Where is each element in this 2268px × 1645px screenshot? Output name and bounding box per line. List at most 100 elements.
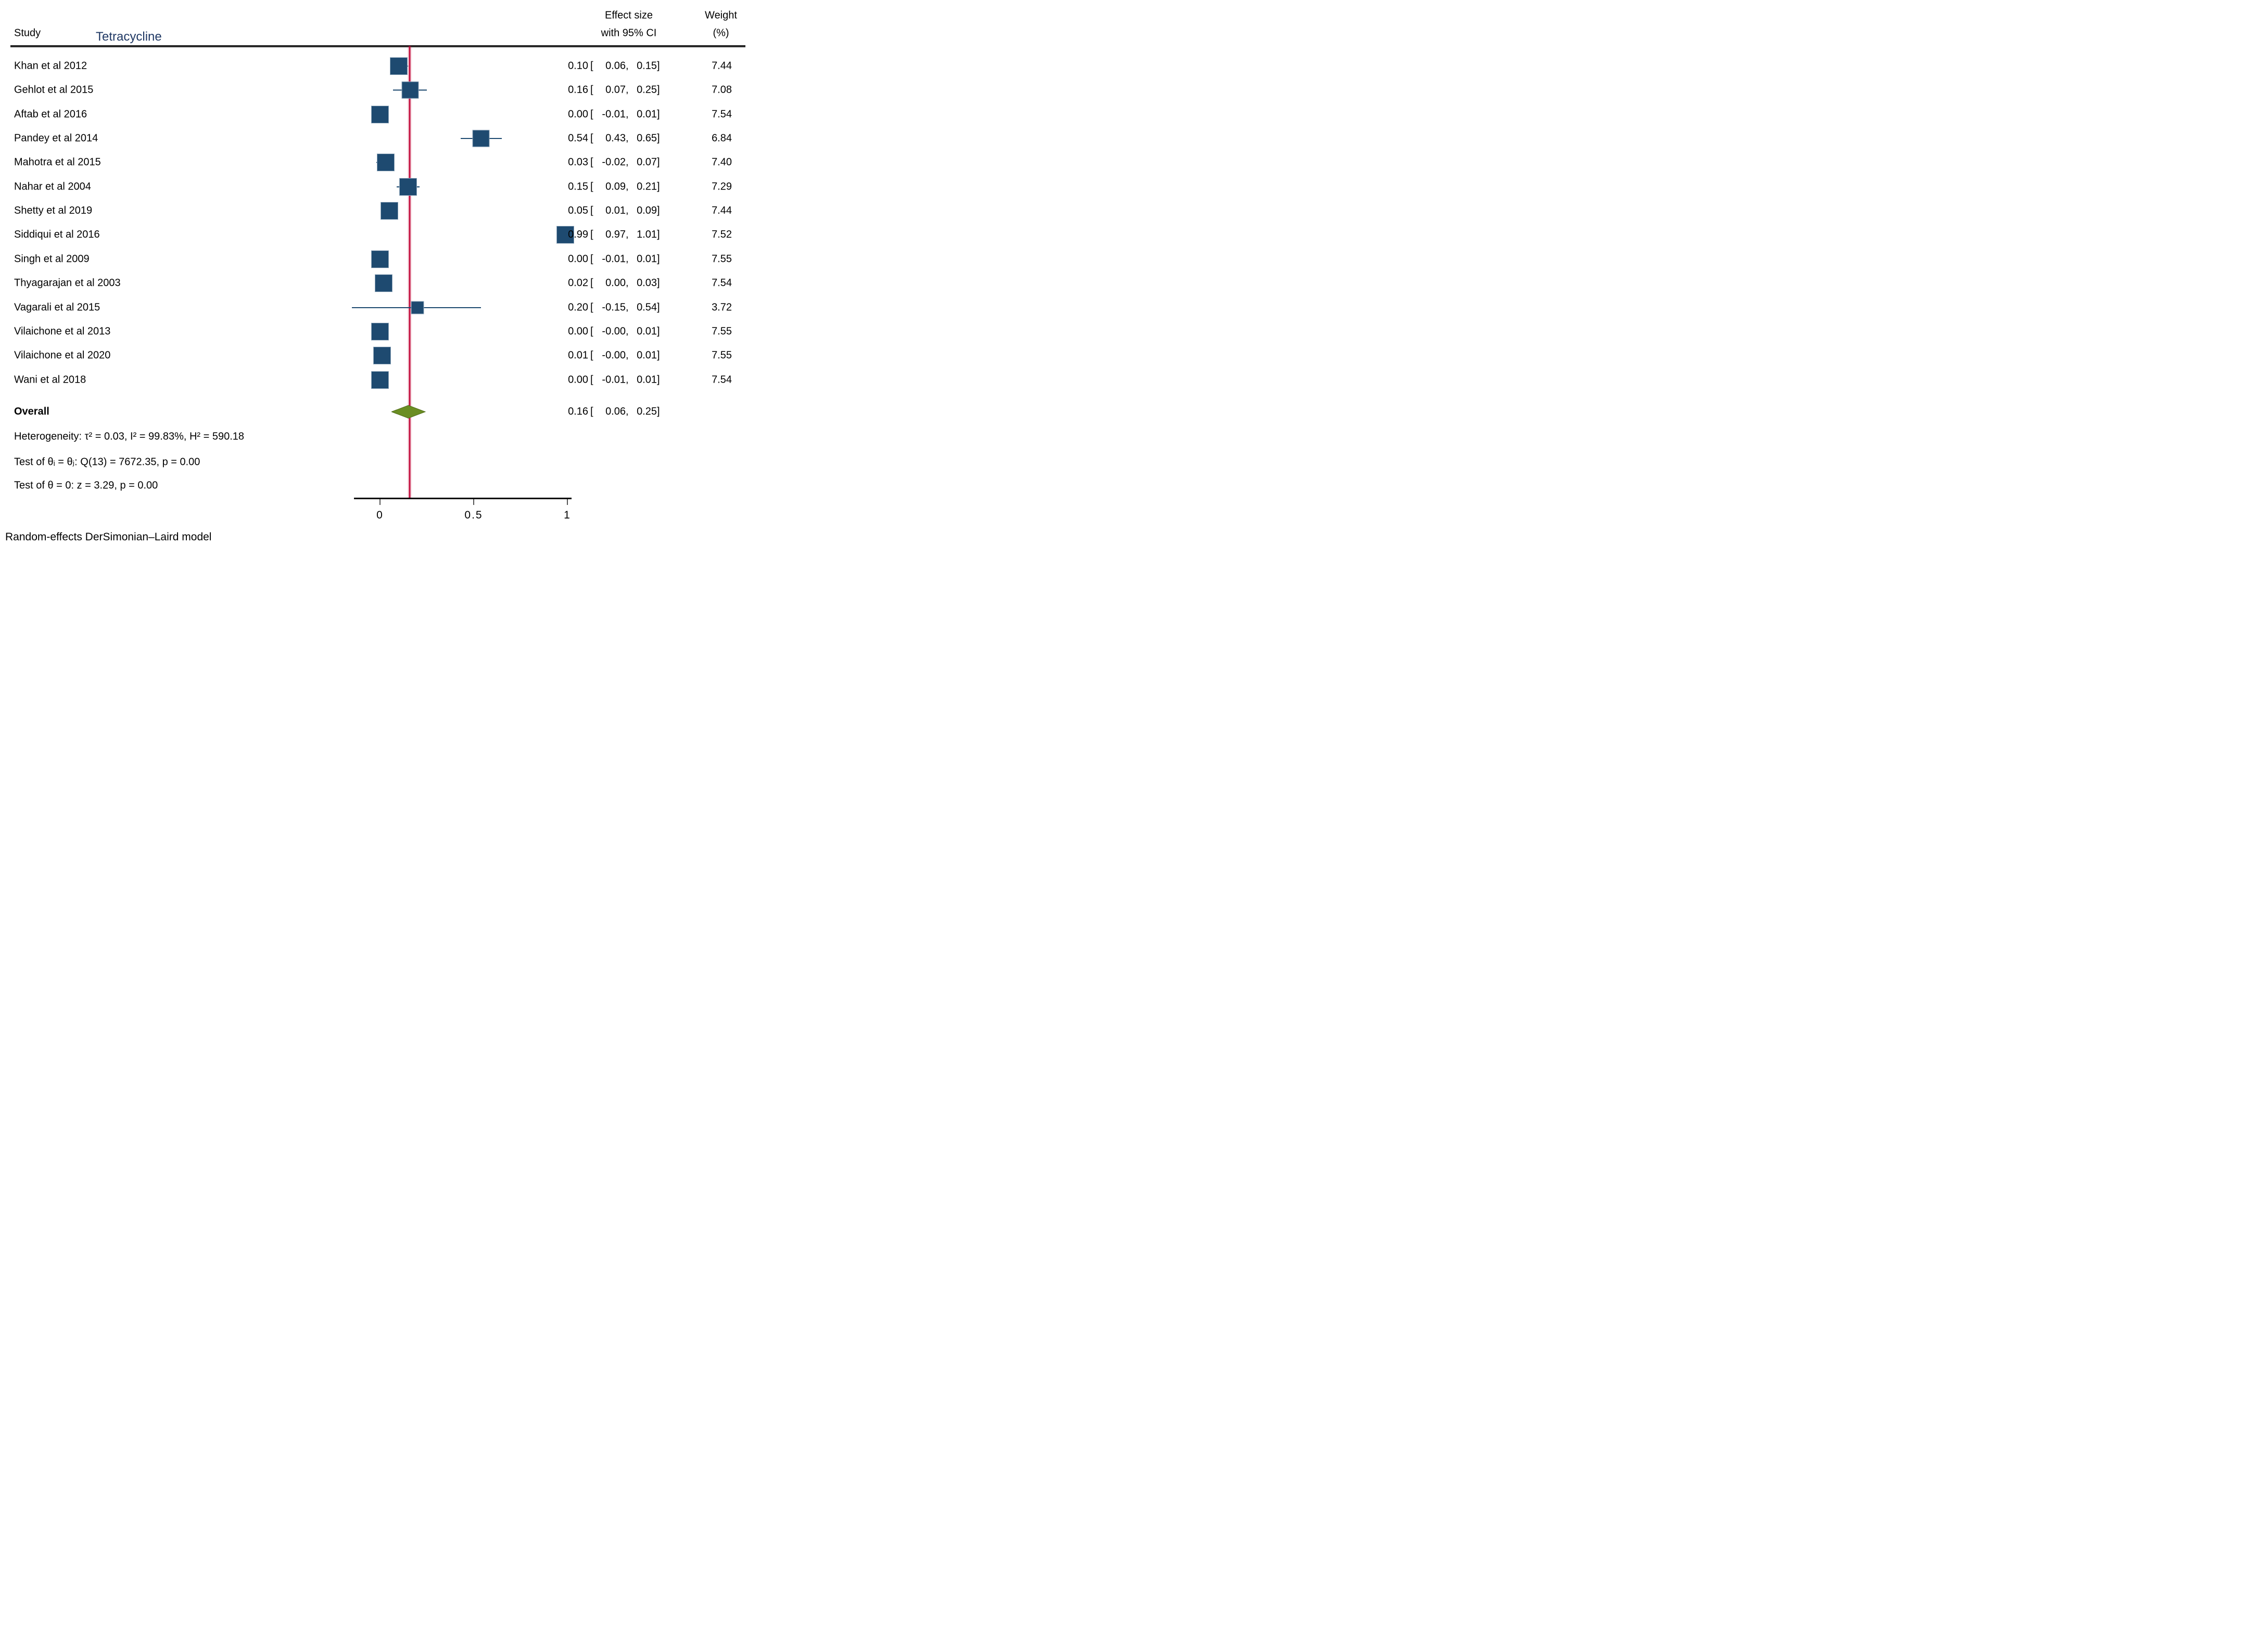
es-value: 0.00 xyxy=(568,325,588,337)
comma: , xyxy=(626,349,629,361)
effect-text: 0.02[0.00, 0.03] xyxy=(559,277,661,289)
comma: , xyxy=(626,325,629,337)
x-tick-label-05: 0.5 xyxy=(464,509,483,521)
ci-low: -0.00 xyxy=(602,325,626,337)
ci-high: 0.54 xyxy=(637,301,657,313)
overall-es: 0.16 xyxy=(568,406,588,417)
study-label: Siddiqui et al 2016 xyxy=(14,229,100,241)
open-bracket: [ xyxy=(590,253,593,265)
ci-low: 0.00 xyxy=(605,277,626,289)
heterogeneity-stats: Heterogeneity: τ² = 0.03, I² = 99.83%, H… xyxy=(14,431,245,442)
ci-low: 0.01 xyxy=(605,205,626,217)
ci-high: 0.03 xyxy=(637,277,657,289)
effect-text: 0.05[0.01, 0.09] xyxy=(559,205,661,217)
es-value: 0.20 xyxy=(568,301,588,313)
es-value: 0.03 xyxy=(568,156,588,168)
ci-low: 0.97 xyxy=(605,229,626,241)
weight-value: 7.55 xyxy=(712,253,732,265)
open-bracket: [ xyxy=(590,132,593,144)
open-bracket: [ xyxy=(590,60,593,72)
close-bracket: ] xyxy=(657,253,660,265)
open-bracket: [ xyxy=(590,205,593,217)
effect-square xyxy=(371,371,389,389)
ci-high: 0.01 xyxy=(637,253,657,265)
study-label: Wani et al 2018 xyxy=(14,374,86,386)
open-bracket: [ xyxy=(590,374,593,386)
comma: , xyxy=(626,156,629,168)
effect-size-header-line2: with 95% CI xyxy=(601,27,657,39)
weight-value: 7.54 xyxy=(712,374,732,386)
ci-high: 0.01 xyxy=(637,325,657,337)
effect-square xyxy=(376,154,395,172)
effect-square xyxy=(411,301,424,314)
study-label: Khan et al 2012 xyxy=(14,60,87,72)
comma: , xyxy=(626,132,629,144)
open-bracket: [ xyxy=(590,156,593,168)
effect-square xyxy=(556,226,575,244)
es-value: 0.16 xyxy=(568,84,588,96)
comma: , xyxy=(626,301,629,313)
comma: , xyxy=(626,277,629,289)
forest-plot: Study Tetracycline Effect size with 95% … xyxy=(0,0,756,548)
x-tick-label-1: 1 xyxy=(564,509,571,521)
overall-effect-text: 0.16[0.06, 0.25] xyxy=(559,406,661,418)
es-value: 0.02 xyxy=(568,277,588,289)
ci-low: -0.01 xyxy=(602,374,626,386)
study-label: Nahar et al 2004 xyxy=(14,181,91,193)
es-value: 0.05 xyxy=(568,205,588,217)
effect-square xyxy=(472,130,490,147)
effect-square xyxy=(371,250,389,268)
effect-text: 0.99[0.97, 1.01] xyxy=(559,229,661,241)
open-bracket: [ xyxy=(590,277,593,289)
x-tick-1 xyxy=(567,499,568,505)
comma: , xyxy=(626,229,629,241)
study-label: Vagarali et al 2015 xyxy=(14,301,100,313)
ci-high: 0.21 xyxy=(637,181,657,193)
weight-header-line2: (%) xyxy=(713,27,729,39)
close-bracket: ] xyxy=(657,406,660,417)
effect-square xyxy=(371,105,389,123)
subgroup-title: Tetracycline xyxy=(96,30,162,44)
ci-high: 0.01 xyxy=(637,374,657,386)
weight-value: 7.08 xyxy=(712,84,732,96)
open-bracket: [ xyxy=(590,108,593,120)
comma: , xyxy=(626,253,629,265)
effect-text: 0.00[-0.00, 0.01] xyxy=(559,325,661,337)
close-bracket: ] xyxy=(657,181,660,193)
effect-text: 0.03[-0.02, 0.07] xyxy=(559,157,661,169)
effect-text: 0.16[0.07, 0.25] xyxy=(559,84,661,96)
ci-low: 0.43 xyxy=(605,132,626,144)
effect-square xyxy=(399,178,417,196)
reference-line xyxy=(409,46,411,498)
ci-low: -0.01 xyxy=(602,108,626,120)
open-bracket: [ xyxy=(590,406,593,417)
effect-text: 0.01[-0.00, 0.01] xyxy=(559,350,661,362)
effect-text: 0.54[0.43, 0.65] xyxy=(559,133,661,145)
study-label: Vilaichone et al 2020 xyxy=(14,349,111,361)
weight-value: 7.44 xyxy=(712,60,732,72)
close-bracket: ] xyxy=(657,84,660,96)
ci-high: 0.65 xyxy=(637,132,657,144)
comma: , xyxy=(626,406,629,417)
study-label: Aftab et al 2016 xyxy=(14,108,87,120)
comma: , xyxy=(626,181,629,193)
study-label: Pandey et al 2014 xyxy=(14,132,98,144)
overall-ci-low: 0.06 xyxy=(605,406,626,417)
open-bracket: [ xyxy=(590,181,593,193)
open-bracket: [ xyxy=(590,84,593,96)
weight-header-line1: Weight xyxy=(705,9,737,21)
close-bracket: ] xyxy=(657,156,660,168)
x-axis-line xyxy=(354,498,572,499)
effect-text: 0.15[0.09, 0.21] xyxy=(559,181,661,193)
effect-square xyxy=(381,202,398,220)
study-label: Gehlot et al 2015 xyxy=(14,84,94,96)
effect-text: 0.00[-0.01, 0.01] xyxy=(559,108,661,120)
weight-value: 7.40 xyxy=(712,156,732,168)
close-bracket: ] xyxy=(657,301,660,313)
weight-value: 7.54 xyxy=(712,277,732,289)
close-bracket: ] xyxy=(657,60,660,72)
study-label: Vilaichone et al 2013 xyxy=(14,325,111,337)
effect-size-header-line1: Effect size xyxy=(605,9,653,21)
close-bracket: ] xyxy=(657,325,660,337)
effect-text: 0.00[-0.01, 0.01] xyxy=(559,374,661,386)
